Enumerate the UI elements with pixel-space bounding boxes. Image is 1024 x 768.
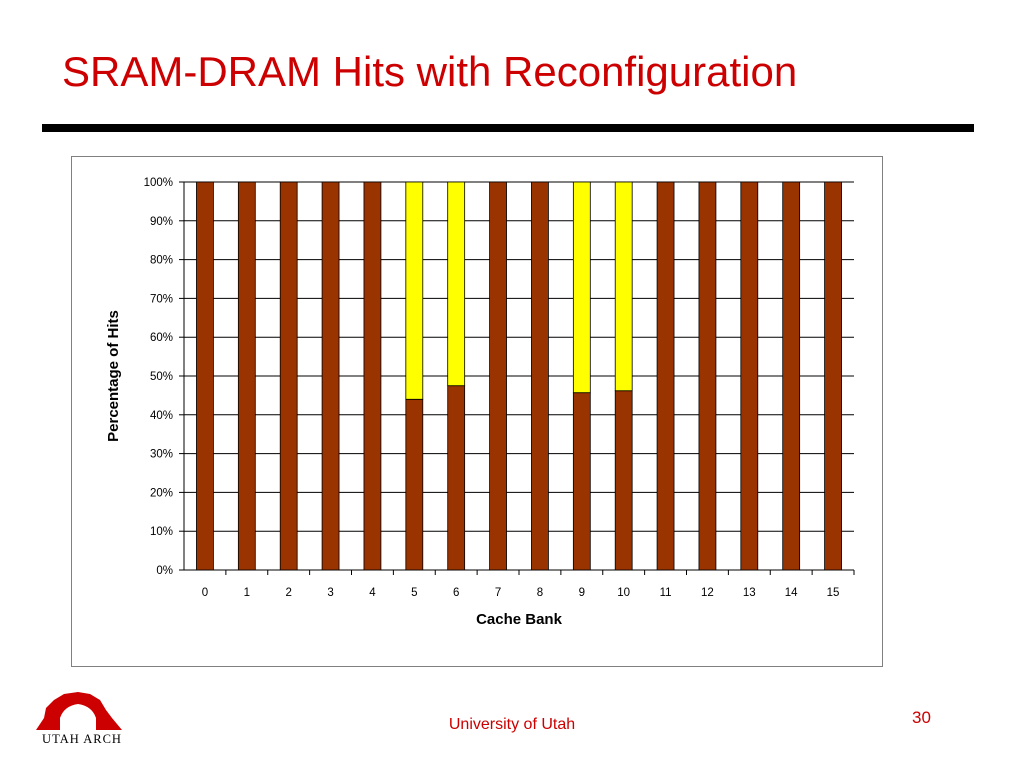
y-tick-label: 100% [144,177,173,189]
x-tick-label: 5 [411,587,417,599]
bar-segment [824,181,842,571]
bar-segment [782,181,801,571]
x-tick-label: 10 [617,587,630,599]
bar-segment [196,181,214,571]
utah-arch-logo: UTAH ARCH [30,690,134,754]
bar-segment [614,181,633,392]
footer-text: University of Utah [448,716,576,733]
x-tick-label: 11 [660,587,672,599]
bar-segment [321,181,340,571]
x-tick-label: 6 [453,587,459,599]
bar-segment [572,181,591,394]
bar-segment [447,181,466,387]
y-axis-title: Percentage of Hits [105,310,122,442]
bar-segment [447,385,466,571]
bar-segment [614,390,633,571]
bar-segment [698,181,717,571]
x-tick-label: 9 [579,587,585,599]
bar-segment [656,181,675,571]
y-tick-label: 0% [156,565,173,577]
x-tick-label: 8 [537,587,543,599]
x-tick-label: 14 [785,587,798,599]
logo-text: UTAH ARCH [42,732,122,746]
x-tick-label: 12 [701,587,714,599]
bar-segment [740,181,759,571]
y-tick-label: 90% [150,216,173,228]
y-tick-label: 80% [150,255,173,267]
arch-icon [36,692,122,730]
y-tick-label: 10% [150,526,173,538]
chart-frame: 0% 10% 20% 30% 40% 50% 60% 70% 80% 90% 100% 0 1 2 3 4 5 6… [71,156,883,667]
bar-segment [279,181,298,571]
y-tick-label: 40% [150,410,173,422]
x-tick-label: 4 [369,587,376,599]
y-tick-label: 60% [150,332,173,344]
y-tick-label: 30% [150,449,173,461]
x-tick-label: 2 [285,587,291,599]
x-tick-label: 13 [743,587,756,599]
x-tick-label: 3 [327,587,333,599]
title-rule [42,124,974,132]
bar-segment [405,398,424,571]
y-tick-label: 50% [150,371,173,383]
y-tick-label: 70% [150,293,173,305]
bar-segment [363,181,382,571]
stacked-bar-chart: 0%10%20%30%40%50%60%70%80%90%100%0 1 2 3 4 5 6… [105,177,855,628]
bar-segment [405,181,424,400]
x-tick-label: 0 [202,587,208,599]
y-tick-label: 20% [150,487,173,499]
bar-segment [531,181,549,571]
x-axis-title: Cache Bank [476,611,563,628]
page-number: 30 [912,708,931,727]
bar-segment [572,392,591,571]
x-tick-label: 15 [827,587,840,599]
x-tick-label: 1 [244,587,250,599]
bar-segment [237,181,256,571]
x-tick-label: 7 [495,587,501,599]
bar-segment [489,181,507,571]
slide-title: SRAM-DRAM Hits with Reconfiguration [62,48,798,95]
